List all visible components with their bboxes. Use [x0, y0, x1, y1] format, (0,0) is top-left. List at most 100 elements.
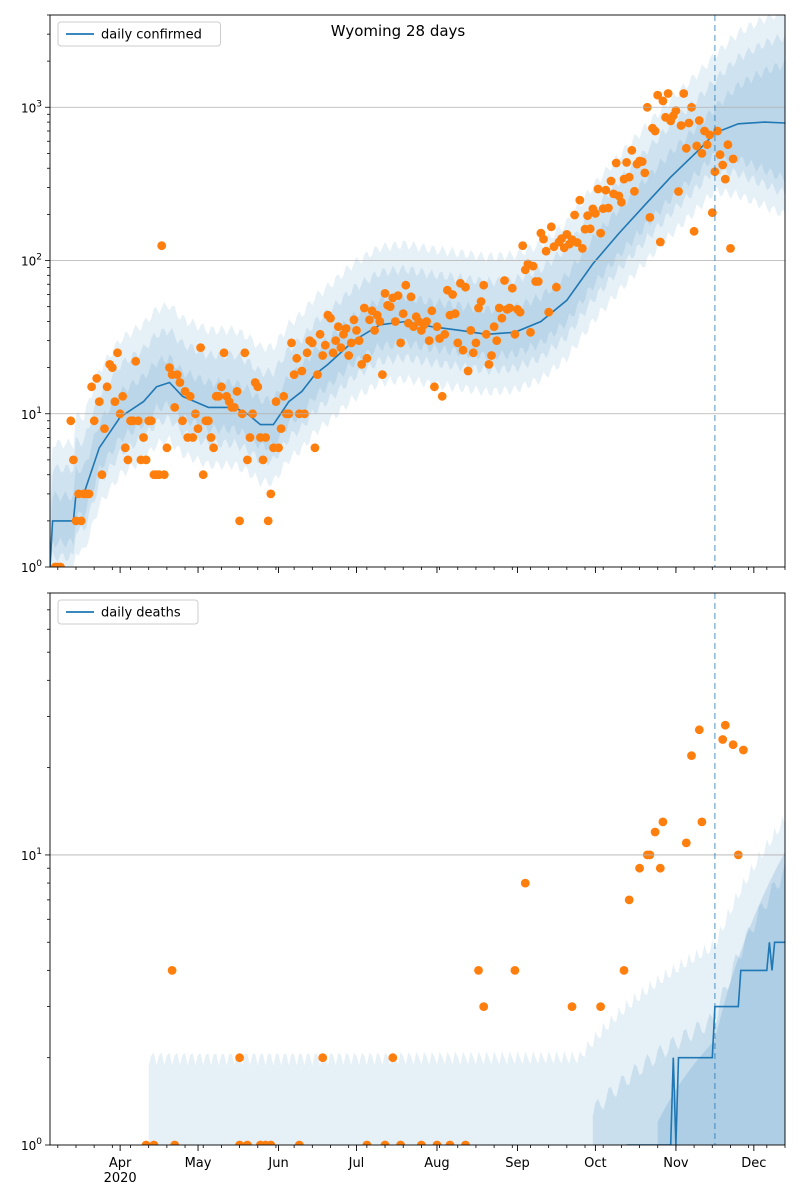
- x-year-label: 2020: [104, 1171, 137, 1186]
- confirmed-point: [476, 297, 486, 306]
- confirmed-point: [344, 351, 354, 360]
- confirmed-point: [591, 209, 600, 218]
- deaths-point: [658, 817, 668, 827]
- confirmed-point: [689, 226, 699, 236]
- deaths-point: [655, 863, 665, 873]
- confirmed-point: [66, 416, 76, 426]
- confirmed-point: [206, 433, 216, 442]
- confirmed-point: [604, 203, 613, 213]
- confirmed-point: [230, 403, 239, 412]
- confirmed-point: [448, 290, 457, 299]
- confirmed-point: [710, 167, 720, 177]
- confirmed-point: [546, 222, 556, 232]
- confirmed-point: [310, 443, 320, 453]
- confirmed-point: [362, 353, 372, 363]
- confirmed-point: [97, 470, 107, 480]
- deaths-point: [520, 878, 530, 888]
- deaths-point: [694, 725, 704, 735]
- deaths-point: [739, 745, 748, 755]
- confirmed-point: [585, 224, 595, 234]
- confirmed-point: [606, 176, 616, 186]
- confirmed-point: [494, 303, 504, 313]
- confirmed-point: [481, 329, 491, 339]
- confirmed-point: [671, 106, 681, 116]
- confirmed-point: [432, 322, 442, 332]
- confirmed-point: [232, 387, 242, 396]
- confirmed-point: [468, 348, 478, 358]
- confirmed-point: [601, 185, 611, 195]
- deaths-point: [479, 1002, 489, 1011]
- legend-confirmed: daily confirmed: [57, 21, 221, 47]
- confirmed-point: [297, 366, 307, 376]
- confirmed-point: [427, 306, 437, 316]
- deaths-point: [149, 1140, 159, 1145]
- confirmed-point: [515, 307, 525, 317]
- confirmed-point: [146, 416, 156, 426]
- confirmed-point: [526, 327, 535, 337]
- deaths-point: [235, 1053, 245, 1063]
- confirmed-point: [489, 322, 499, 332]
- legend-box: [57, 599, 199, 625]
- confirmed-point: [487, 351, 496, 360]
- confirmed-point: [56, 562, 65, 567]
- y-tick-label: 100: [21, 1137, 42, 1153]
- x-tick-label: Jun: [267, 1156, 288, 1171]
- confirmed-point: [328, 348, 338, 358]
- confirmed-point: [92, 374, 102, 383]
- deaths-band-outer: [148, 816, 785, 1145]
- confirmed-point: [87, 382, 96, 392]
- confirmed-point: [593, 184, 603, 194]
- confirmed-point: [440, 329, 450, 339]
- confirmed-point: [357, 360, 367, 369]
- confirmed-point: [352, 326, 361, 335]
- confirmed-point: [178, 416, 187, 426]
- bottom-plot-area: [141, 720, 785, 1145]
- legend-deaths: daily deaths: [57, 599, 199, 625]
- deaths-point: [235, 1140, 244, 1145]
- deaths-point: [294, 1140, 304, 1145]
- confirmed-panel: 100 101 102 103 daily confirmed: [21, 14, 786, 575]
- confirmed-point: [263, 516, 273, 526]
- confirmed-point: [89, 416, 99, 426]
- confirmed-point: [424, 336, 434, 345]
- confirmed-point: [162, 443, 172, 453]
- deaths-band-inner: [657, 852, 785, 1145]
- confirmed-point: [617, 197, 626, 207]
- confirmed-point: [533, 277, 543, 286]
- confirmed-point: [139, 433, 148, 442]
- confirmed-point: [333, 322, 343, 332]
- legend-label: daily deaths: [101, 606, 181, 621]
- confirmed-point: [430, 382, 439, 392]
- confirmed-point: [718, 160, 728, 170]
- confirmed-point: [627, 145, 637, 155]
- confirmed-point: [170, 403, 180, 412]
- confirmed-point: [726, 244, 735, 253]
- confirmed-point: [528, 261, 538, 271]
- deaths-point: [728, 740, 738, 750]
- confirmed-point: [396, 338, 405, 348]
- confirmed-point: [518, 241, 528, 251]
- confirmed-point: [346, 338, 356, 348]
- confirmed-point: [113, 348, 122, 358]
- deaths-point: [635, 863, 644, 873]
- confirmed-point: [611, 158, 621, 168]
- bottom-axes-frame: [49, 592, 786, 1146]
- confirmed-point: [196, 343, 206, 352]
- confirmed-point: [279, 391, 289, 401]
- confirmed-point: [539, 234, 548, 244]
- confirmed-point: [437, 391, 447, 401]
- confirmed-point: [245, 433, 255, 442]
- legend-box: [57, 21, 221, 47]
- confirmed-point: [110, 397, 120, 406]
- confirmed-band-middle: [50, 33, 785, 567]
- confirmed-point: [69, 455, 78, 465]
- confirmed-point: [398, 309, 408, 319]
- confirmed-point: [637, 157, 647, 167]
- confirmed-point: [422, 317, 431, 326]
- confirmed-point: [165, 363, 174, 372]
- confirmed-point: [214, 391, 224, 401]
- confirmed-point: [326, 313, 335, 323]
- confirmed-point: [94, 397, 104, 406]
